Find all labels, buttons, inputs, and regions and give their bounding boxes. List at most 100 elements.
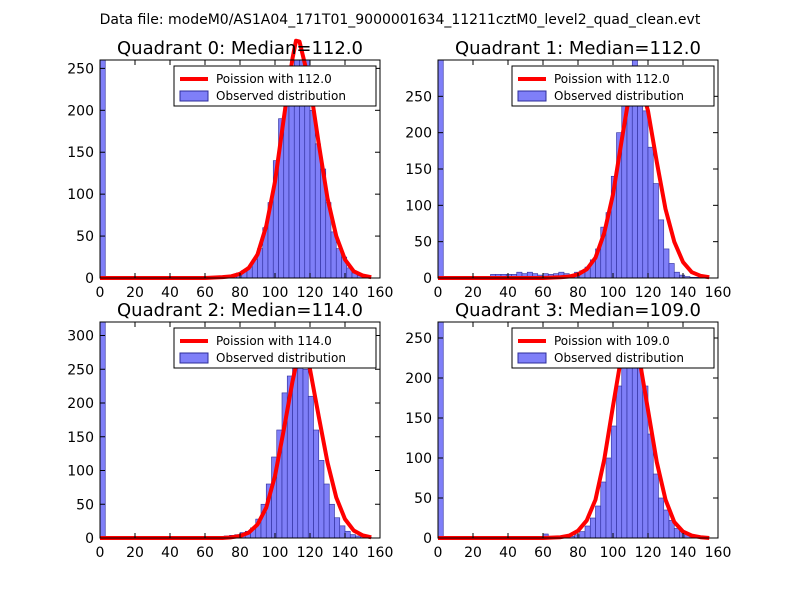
x-tick-label: 20	[126, 285, 144, 301]
y-tick-label: 150	[405, 162, 432, 178]
y-tick-label: 0	[85, 531, 94, 547]
histogram-bar	[605, 457, 612, 539]
figure-title: Data file: modeM0/AS1A04_171T01_90000016…	[100, 12, 701, 28]
y-tick-label: 0	[423, 531, 432, 547]
y-tick-label: 150	[67, 145, 94, 161]
histogram-bar	[328, 503, 335, 539]
histogram-bar	[579, 531, 586, 539]
legend-bar-label: Observed distribution	[216, 89, 346, 103]
x-tick-label: 80	[231, 545, 249, 561]
x-tick-label: 160	[705, 545, 732, 561]
x-tick-label: 100	[262, 285, 289, 301]
legend-quadrant-2: Poission with 114.0 Observed distributio…	[173, 327, 377, 369]
panel-title-quadrant-0: Quadrant 0: Median=112.0	[117, 38, 363, 59]
histogram-bar	[297, 338, 304, 539]
legend-line-label: Poission with 114.0	[216, 334, 332, 348]
histogram-bar	[673, 271, 680, 279]
y-tick-label: 250	[405, 89, 432, 105]
legend-line-label: Poission with 112.0	[216, 72, 332, 86]
y-tick-label: 0	[423, 271, 432, 287]
histogram-bar	[616, 385, 623, 539]
x-tick-label: 20	[126, 545, 144, 561]
histogram-bar	[647, 146, 654, 279]
histogram-bar	[668, 263, 675, 279]
x-tick-label: 80	[569, 545, 587, 561]
x-tick-label: 60	[196, 285, 214, 301]
legend-bar-label: Observed distribution	[554, 351, 684, 365]
x-tick-label: 40	[161, 285, 179, 301]
y-tick-label: 250	[405, 331, 432, 347]
histogram-bar	[658, 219, 665, 279]
histogram-bar	[584, 525, 591, 539]
y-axis-quadrant-2: 0 50 100 150 200 250 300	[67, 329, 380, 547]
y-tick-label: 0	[85, 271, 94, 287]
x-tick-label: 80	[231, 285, 249, 301]
histogram-bar	[589, 517, 596, 539]
legend-line-label: Poission with 109.0	[554, 334, 670, 348]
y-tick-label: 150	[405, 411, 432, 427]
y-tick-label: 250	[67, 61, 94, 77]
histogram-bar	[595, 505, 602, 539]
y-tick-label: 100	[405, 198, 432, 214]
y-tick-label: 250	[67, 362, 94, 378]
x-tick-label: 160	[367, 285, 394, 301]
y-tick-label: 50	[414, 235, 432, 251]
x-axis-quadrant-2: 0 20 40 60 80 100 120 140 160	[96, 322, 394, 561]
x-tick-label: 20	[464, 285, 482, 301]
poisson-curve-quadrant-0	[100, 38, 372, 280]
x-tick-label: 0	[96, 285, 105, 301]
histogram-bar	[307, 395, 314, 539]
histogram-bar	[309, 110, 316, 279]
legend-bar-swatch	[179, 352, 209, 364]
x-tick-label: 100	[600, 285, 627, 301]
panel-title-quadrant-3: Quadrant 3: Median=109.0	[455, 300, 701, 321]
histogram-bar	[344, 530, 351, 539]
histogram-bar	[99, 59, 106, 279]
x-axis-quadrant-3: 0 20 40 60 80 100 120 140 160	[434, 322, 732, 561]
y-tick-label: 50	[414, 491, 432, 507]
x-tick-label: 140	[670, 545, 697, 561]
legend-quadrant-3: Poission with 109.0 Observed distributio…	[511, 327, 715, 369]
legend-bar-label: Observed distribution	[554, 89, 684, 103]
panel-quadrant-3: 0 20 40 60 80 100 120 140 160 0 50 100 150 200 250 Qu…	[405, 300, 731, 561]
panel-title-quadrant-1: Quadrant 1: Median=112.0	[455, 38, 701, 59]
histogram-bar	[334, 517, 341, 539]
histogram-bar	[313, 429, 320, 539]
legend-bar-swatch	[517, 90, 547, 102]
x-tick-label: 120	[297, 545, 324, 561]
histogram-bar	[642, 110, 649, 279]
x-tick-label: 0	[434, 545, 443, 561]
legend-bar-swatch	[517, 352, 547, 364]
histogram-bar	[323, 483, 330, 539]
y-tick-label: 100	[67, 187, 94, 203]
x-tick-label: 160	[705, 285, 732, 301]
histogram-bar	[302, 368, 309, 539]
x-tick-label: 160	[367, 545, 394, 561]
x-tick-label: 0	[96, 545, 105, 561]
y-tick-label: 100	[67, 464, 94, 480]
y-tick-label: 200	[405, 371, 432, 387]
x-axis-quadrant-0: 0 20 40 60 80 100 120 140 160	[96, 60, 394, 301]
histogram-bar	[652, 183, 659, 279]
y-tick-label: 200	[405, 126, 432, 142]
histogram-bar	[318, 460, 325, 539]
x-tick-label: 40	[499, 545, 517, 561]
y-axis-quadrant-0: 0 50 100 150 200 250	[67, 61, 380, 287]
histogram-bar	[652, 473, 659, 539]
histogram-bar	[437, 321, 444, 539]
legend-bar-label: Observed distribution	[216, 351, 346, 365]
x-tick-label: 140	[670, 285, 697, 301]
histogram-bar	[647, 433, 654, 539]
y-axis-quadrant-3: 0 50 100 150 200 250	[405, 331, 718, 547]
y-tick-label: 300	[67, 329, 94, 345]
x-tick-label: 80	[569, 285, 587, 301]
x-tick-label: 40	[161, 545, 179, 561]
y-axis-quadrant-1: 0 50 100 150 200 250	[405, 89, 718, 287]
y-tick-label: 200	[67, 396, 94, 412]
legend-bar-swatch	[179, 90, 209, 102]
histogram-bar	[621, 357, 628, 539]
x-tick-label: 120	[635, 285, 662, 301]
histogram-bar	[663, 509, 670, 539]
histogram-bar	[314, 143, 321, 279]
